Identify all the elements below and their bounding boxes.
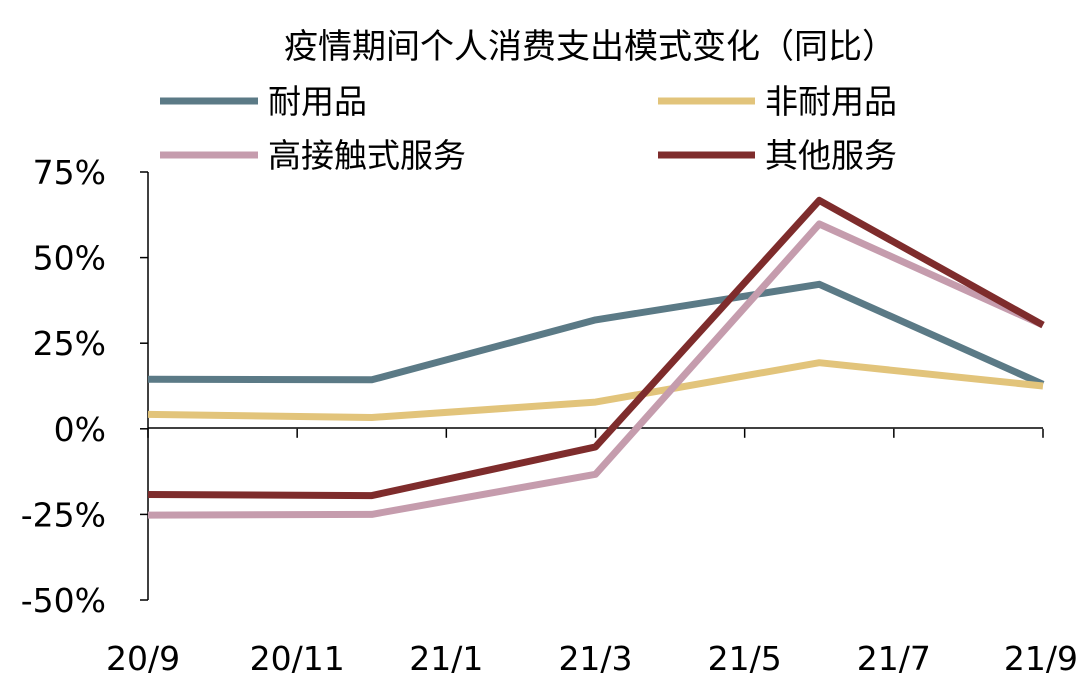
y-tick-label: 25%: [33, 324, 106, 363]
legend-item: 非耐用品: [658, 82, 897, 121]
x-tick-label: 21/7: [857, 639, 931, 678]
y-tick-label: -50%: [21, 581, 106, 620]
series-line: [147, 359, 1044, 421]
x-tick-label: 21/1: [409, 639, 483, 678]
x-tick-label: 21/5: [708, 639, 782, 678]
legend-item: 其他服务: [658, 136, 897, 175]
x-axis-ticks: 20/9 20/11 21/1 21/3 21/5 21/7 21/9: [106, 428, 1078, 678]
x-tick-label: 21/3: [558, 639, 632, 678]
legend-label: 其他服务: [765, 136, 897, 175]
y-axis-ticks: -50% -25% 0% 25% 50% 75%: [21, 153, 148, 620]
legend-item: 耐用品: [160, 82, 367, 121]
x-tick-label: 20/11: [250, 639, 345, 678]
legend-label: 非耐用品: [765, 82, 897, 121]
legend: 耐用品 非耐用品 高接触式服务 其他服务: [160, 82, 897, 175]
series-line: [147, 196, 1045, 500]
y-tick-label: 0%: [54, 410, 106, 449]
x-tick-label: 20/9: [106, 639, 180, 678]
series-line: [147, 220, 1045, 519]
legend-label: 高接触式服务: [268, 136, 466, 175]
legend-label: 耐用品: [268, 82, 367, 121]
legend-item: 高接触式服务: [160, 136, 466, 175]
series-lines: [147, 196, 1045, 519]
x-tick-label: 21/9: [1004, 639, 1078, 678]
y-tick-label: 75%: [33, 153, 106, 192]
series-line: [147, 280, 1045, 388]
chart-title: 疫情期间个人消费支出模式变化（同比）: [284, 27, 896, 67]
y-tick-label: 50%: [33, 239, 106, 278]
y-tick-label: -25%: [21, 495, 106, 534]
